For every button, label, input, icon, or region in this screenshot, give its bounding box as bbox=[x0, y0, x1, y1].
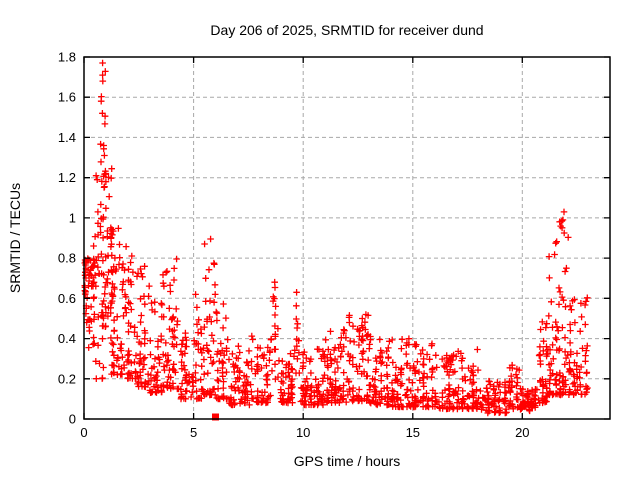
y-tick-label: 1.2 bbox=[58, 170, 76, 185]
chart-title: Day 206 of 2025, SRMTID for receiver dun… bbox=[210, 22, 484, 38]
x-axis-label: GPS time / hours bbox=[293, 453, 401, 469]
scatter-points bbox=[81, 59, 591, 417]
x-tick-label: 10 bbox=[296, 425, 310, 440]
y-tick-label: 0.6 bbox=[58, 291, 76, 306]
y-tick-labels: 0 0.2 0.4 0.6 0.8 1 1.2 1.4 1.6 1.8 bbox=[58, 50, 76, 427]
x-tick-labels: 0 5 10 15 20 bbox=[80, 425, 529, 440]
x-tick-label: 5 bbox=[190, 425, 197, 440]
y-tick-label: 0 bbox=[69, 412, 76, 427]
y-tick-label: 1 bbox=[69, 210, 76, 225]
y-tick-label: 1.8 bbox=[58, 50, 76, 65]
y-tick-label: 0.8 bbox=[58, 251, 76, 266]
y-tick-label: 1.6 bbox=[58, 90, 76, 105]
x-tick-label: 15 bbox=[406, 425, 420, 440]
x-tick-label: 20 bbox=[515, 425, 529, 440]
y-tick-label: 0.2 bbox=[58, 371, 76, 386]
grid-lines bbox=[84, 57, 610, 419]
isolated-square-point bbox=[212, 413, 219, 421]
y-tick-label: 1.4 bbox=[58, 130, 76, 145]
y-axis-label: SRMTID / TECUs bbox=[7, 182, 23, 294]
axis-ticks bbox=[83, 56, 610, 420]
plot-border bbox=[83, 56, 611, 420]
y-tick-label: 0.4 bbox=[58, 331, 76, 346]
x-tick-label: 0 bbox=[80, 425, 87, 440]
